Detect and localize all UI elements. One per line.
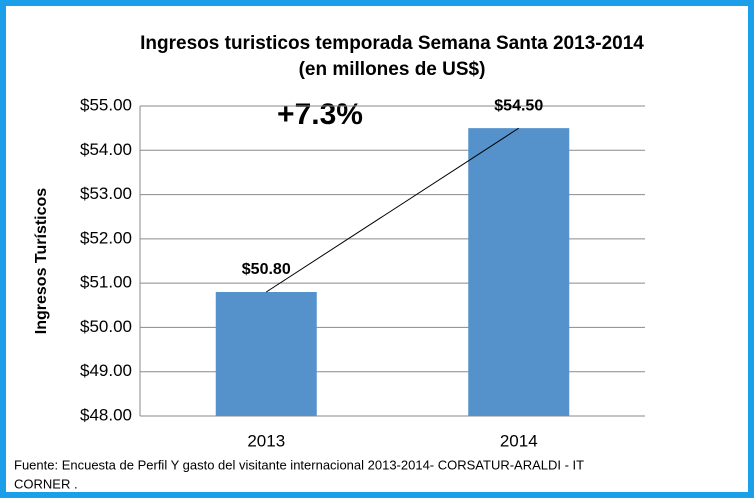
bar <box>468 128 570 416</box>
source: Fuente: Encuesta de Perfil Y gasto del v… <box>14 457 584 472</box>
value-label: $54.50 <box>494 97 543 114</box>
annotation: +7.3% <box>277 98 363 131</box>
bar <box>215 292 317 416</box>
chart-subtitle: (en millones de US$) <box>299 59 486 80</box>
y-tick-label: $53.00 <box>80 184 132 203</box>
x-tick-label: 2014 <box>500 431 538 450</box>
y-axis-label: Ingresos Turísticos <box>33 188 50 335</box>
x-tick-label: 2013 <box>247 431 285 450</box>
source: CORNER . <box>14 476 78 491</box>
y-tick-label: $49.00 <box>80 361 132 380</box>
trend-line <box>265 127 520 293</box>
y-tick-label: $48.00 <box>80 405 132 424</box>
y-tick-label: $52.00 <box>80 228 132 247</box>
y-tick-label: $54.00 <box>80 140 132 159</box>
y-tick-label: $50.00 <box>80 317 132 336</box>
chart-title: Ingresos turisticos temporada Semana San… <box>140 33 644 54</box>
y-tick-label: $55.00 <box>80 95 132 114</box>
y-tick-label: $51.00 <box>80 273 132 292</box>
value-label: $50.80 <box>242 261 291 278</box>
